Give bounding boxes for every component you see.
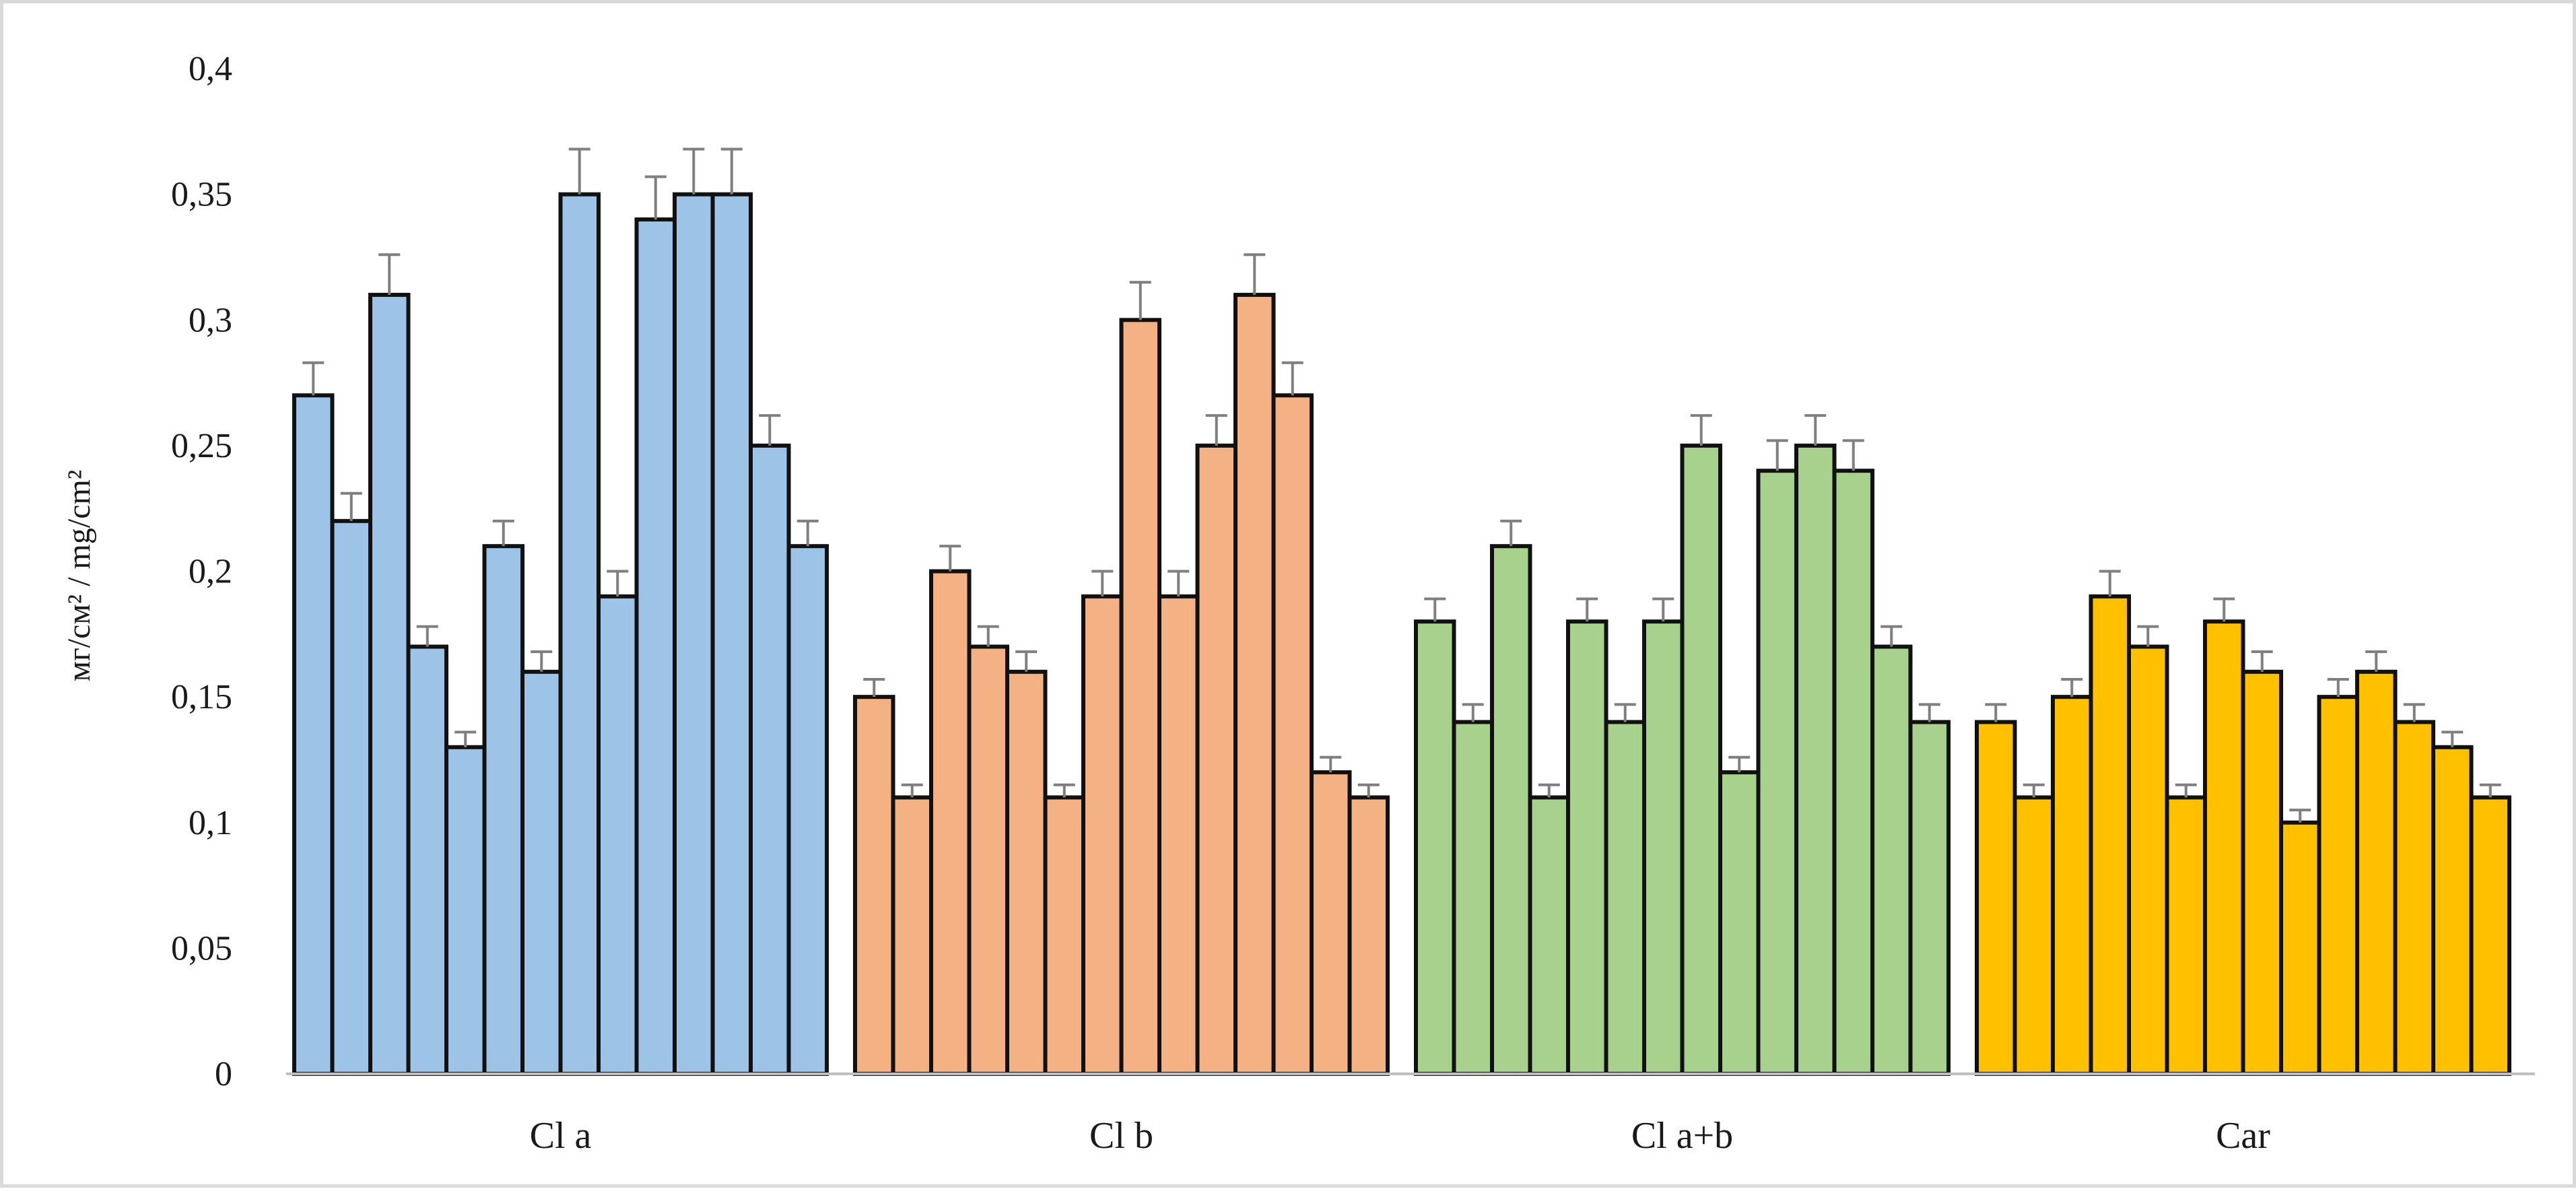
category-labels: Cl a Cl b Cl a+b Car [530,1115,2271,1157]
bar [2203,619,2245,1076]
bar [1414,619,1456,1076]
bar [444,745,487,1077]
bar-group-3 [1414,414,1951,1077]
bar [292,393,335,1076]
bar [1490,544,1532,1076]
bar [2127,644,2169,1076]
y-tick-label: 0,1 [189,804,232,842]
bar [2469,795,2511,1077]
bar [1975,720,2017,1076]
bar [2355,669,2398,1076]
bar [2317,695,2359,1076]
bar [749,443,791,1076]
bar [1195,443,1238,1076]
category-label: Cl a [530,1115,592,1157]
bar-groups [292,147,2511,1077]
bar [1870,644,1913,1076]
bar [1908,720,1951,1076]
bar-chart: 00,050,10,150,20,250,30,350,4 Cl a Cl b Cl… [61,50,2535,1157]
bar [1271,393,1314,1076]
bar [1528,795,1570,1077]
bar [558,192,601,1076]
bar [1310,770,1352,1076]
bar [967,644,1009,1076]
bar [2393,720,2435,1076]
y-axis-label: мг/см² / mg/cm² [61,470,97,682]
bar [2431,745,2474,1077]
bar [1642,619,1685,1076]
bar [1005,669,1048,1076]
y-tick-label: 0 [215,1055,232,1093]
bar [1157,594,1200,1076]
bar-group-2 [853,253,1390,1077]
bar [634,217,677,1077]
bar [368,292,411,1076]
bar [1680,443,1722,1076]
bar [1832,469,1874,1076]
y-tick-label: 0,4 [189,50,232,88]
bar [520,669,563,1076]
bar [1043,795,1085,1077]
bar [406,644,448,1076]
bar [673,192,715,1076]
bar [482,544,524,1076]
bar [2089,594,2131,1076]
bar [1718,770,1761,1076]
bar [710,192,753,1076]
bar [2051,695,2093,1076]
bar [1794,443,1837,1076]
bar [2012,795,2055,1077]
bar [597,594,639,1076]
bar [2279,820,2321,1076]
bar [1756,469,1798,1076]
bar [1452,720,1494,1076]
bar [929,569,972,1076]
y-tick-label: 0,25 [171,427,232,465]
bar [330,518,372,1076]
y-tick-label: 0,3 [189,301,232,339]
y-tick-label: 0,35 [171,176,232,214]
bar [1604,720,1646,1076]
bar [2165,795,2207,1077]
bar [2241,669,2283,1076]
y-tick-label: 0,05 [171,929,232,967]
bar [1566,619,1608,1076]
bar [1081,594,1124,1076]
bar [1233,292,1276,1076]
y-tick-label: 0,15 [171,678,232,716]
category-label: Car [2216,1115,2270,1157]
category-label: Cl b [1089,1115,1153,1157]
bar [1347,795,1390,1077]
y-tick-label: 0,2 [189,553,232,591]
bar [891,795,933,1077]
bar-group-4 [1975,570,2511,1077]
bar [1119,318,1161,1076]
category-label: Cl a+b [1631,1115,1733,1157]
bar [853,695,895,1076]
bar [786,544,829,1076]
bar-group-1 [292,147,829,1077]
y-axis-ticks: 0 0,05 0,1 0,15 0,2 0,25 0,3 0,35 0,4 [171,50,232,1093]
